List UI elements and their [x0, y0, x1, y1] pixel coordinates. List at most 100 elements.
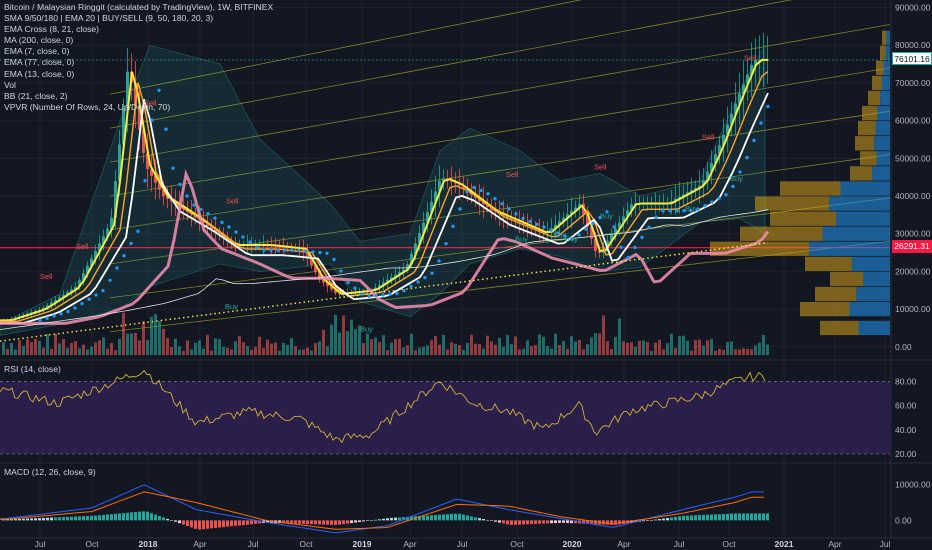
volume-bar [202, 348, 205, 355]
macd-histogram-bar [650, 520, 653, 521]
macd-histogram-bar [326, 520, 329, 525]
volume-bar [162, 328, 165, 355]
ema-dot [654, 215, 658, 219]
volume-bar [498, 337, 501, 355]
volume-bar [414, 350, 417, 355]
volume-bar [326, 346, 329, 355]
macd-histogram-bar [242, 520, 245, 526]
ema-dot [346, 280, 350, 285]
ema-dot [234, 230, 238, 234]
macd-histogram-bar [322, 520, 325, 525]
ema-dot [682, 209, 686, 213]
candle-body [302, 248, 305, 252]
macd-histogram-bar [590, 520, 593, 524]
volume-bar [194, 342, 197, 355]
ema-dot [94, 293, 98, 297]
volume-bar [154, 313, 157, 355]
macd-histogram-bar [266, 520, 269, 523]
volume-bar [542, 336, 545, 355]
volume-bar [346, 331, 349, 355]
ema-dot [549, 228, 553, 232]
candle-body [554, 224, 557, 229]
price-axis-label: 90000.00 [895, 3, 931, 13]
macd-histogram-bar [402, 517, 405, 521]
candle-body [670, 200, 673, 204]
volume-bar [322, 329, 325, 355]
candle-body [410, 253, 413, 265]
volume-bar [62, 338, 65, 355]
macd-histogram-bar [298, 520, 301, 524]
candle-body [70, 289, 73, 293]
volume-bar [614, 337, 617, 355]
volume-profile-row [829, 196, 890, 211]
volume-bar [434, 336, 437, 355]
ema-dot [430, 271, 434, 275]
volume-profile-row [755, 196, 830, 211]
macd-histogram-bar [466, 515, 469, 521]
macd-histogram-bar [62, 517, 65, 521]
volume-bar [446, 349, 449, 355]
ema-dot [290, 248, 294, 252]
macd-histogram-bar [722, 513, 725, 521]
ema-dot [402, 288, 406, 293]
volume-bar [94, 342, 97, 355]
ema-dot [297, 248, 301, 253]
volume-bar [174, 338, 177, 355]
volume-bar [462, 349, 465, 355]
macd-histogram-bar [234, 520, 237, 526]
volume-bar [714, 350, 717, 355]
candle-body [594, 238, 597, 252]
macd-histogram-bar [30, 518, 33, 521]
buy-signal-label: Buy [225, 302, 238, 311]
ema-dot [479, 188, 483, 193]
macd-histogram-bar [90, 515, 93, 521]
sell-signal-label: Sell [744, 53, 757, 62]
macd-histogram-bar [250, 520, 253, 525]
rsi-title[interactable]: RSI (14, close) [4, 364, 61, 374]
volume-bar [146, 340, 149, 355]
volume-profile-row [815, 286, 857, 302]
volume-bar [178, 346, 181, 355]
volume-profile-row [883, 60, 890, 76]
time-axis-label: Jul [35, 539, 46, 549]
macd-histogram-bar [34, 518, 37, 521]
volume-bar [594, 333, 597, 355]
macd-histogram-bar [222, 520, 225, 528]
volume-bar [38, 340, 41, 355]
volume-bar [538, 334, 541, 355]
macd-histogram-bar [518, 520, 521, 525]
macd-histogram-bar [66, 516, 69, 521]
ema-dot [283, 248, 287, 252]
macd-title[interactable]: MACD (12, 26, close, 9) [4, 467, 96, 477]
ema-dot [598, 215, 602, 220]
macd-histogram-bar [218, 520, 221, 528]
macd-histogram-bar [26, 518, 29, 521]
volume-bar [382, 335, 385, 355]
buy-signal-label: Buy [685, 204, 698, 213]
candle-body [154, 175, 157, 183]
macd-histogram-bar [690, 515, 693, 521]
hline-price-tag[interactable]: 26291.31 [892, 240, 932, 253]
candle-body [166, 196, 169, 199]
candle-body [318, 272, 321, 280]
candle-body [222, 235, 225, 239]
candle-body [618, 222, 621, 229]
volume-bar [166, 338, 169, 355]
ema-dot [115, 266, 119, 270]
volume-bar [46, 334, 49, 355]
candle-body [590, 226, 593, 239]
volume-bar [450, 342, 453, 355]
volume-bar [242, 342, 245, 355]
candle-body [430, 201, 433, 213]
candle-body [382, 282, 385, 286]
candle-body [158, 182, 161, 190]
time-axis-label: Oct [510, 539, 524, 549]
sell-signal-label: Sell [76, 242, 89, 251]
macd-histogram-bar [382, 518, 385, 521]
ma-line [0, 209, 769, 331]
macd-histogram-bar [510, 520, 513, 525]
macd-histogram-bar [170, 520, 173, 521]
ema-line [0, 58, 768, 322]
macd-histogram-bar [354, 520, 357, 523]
